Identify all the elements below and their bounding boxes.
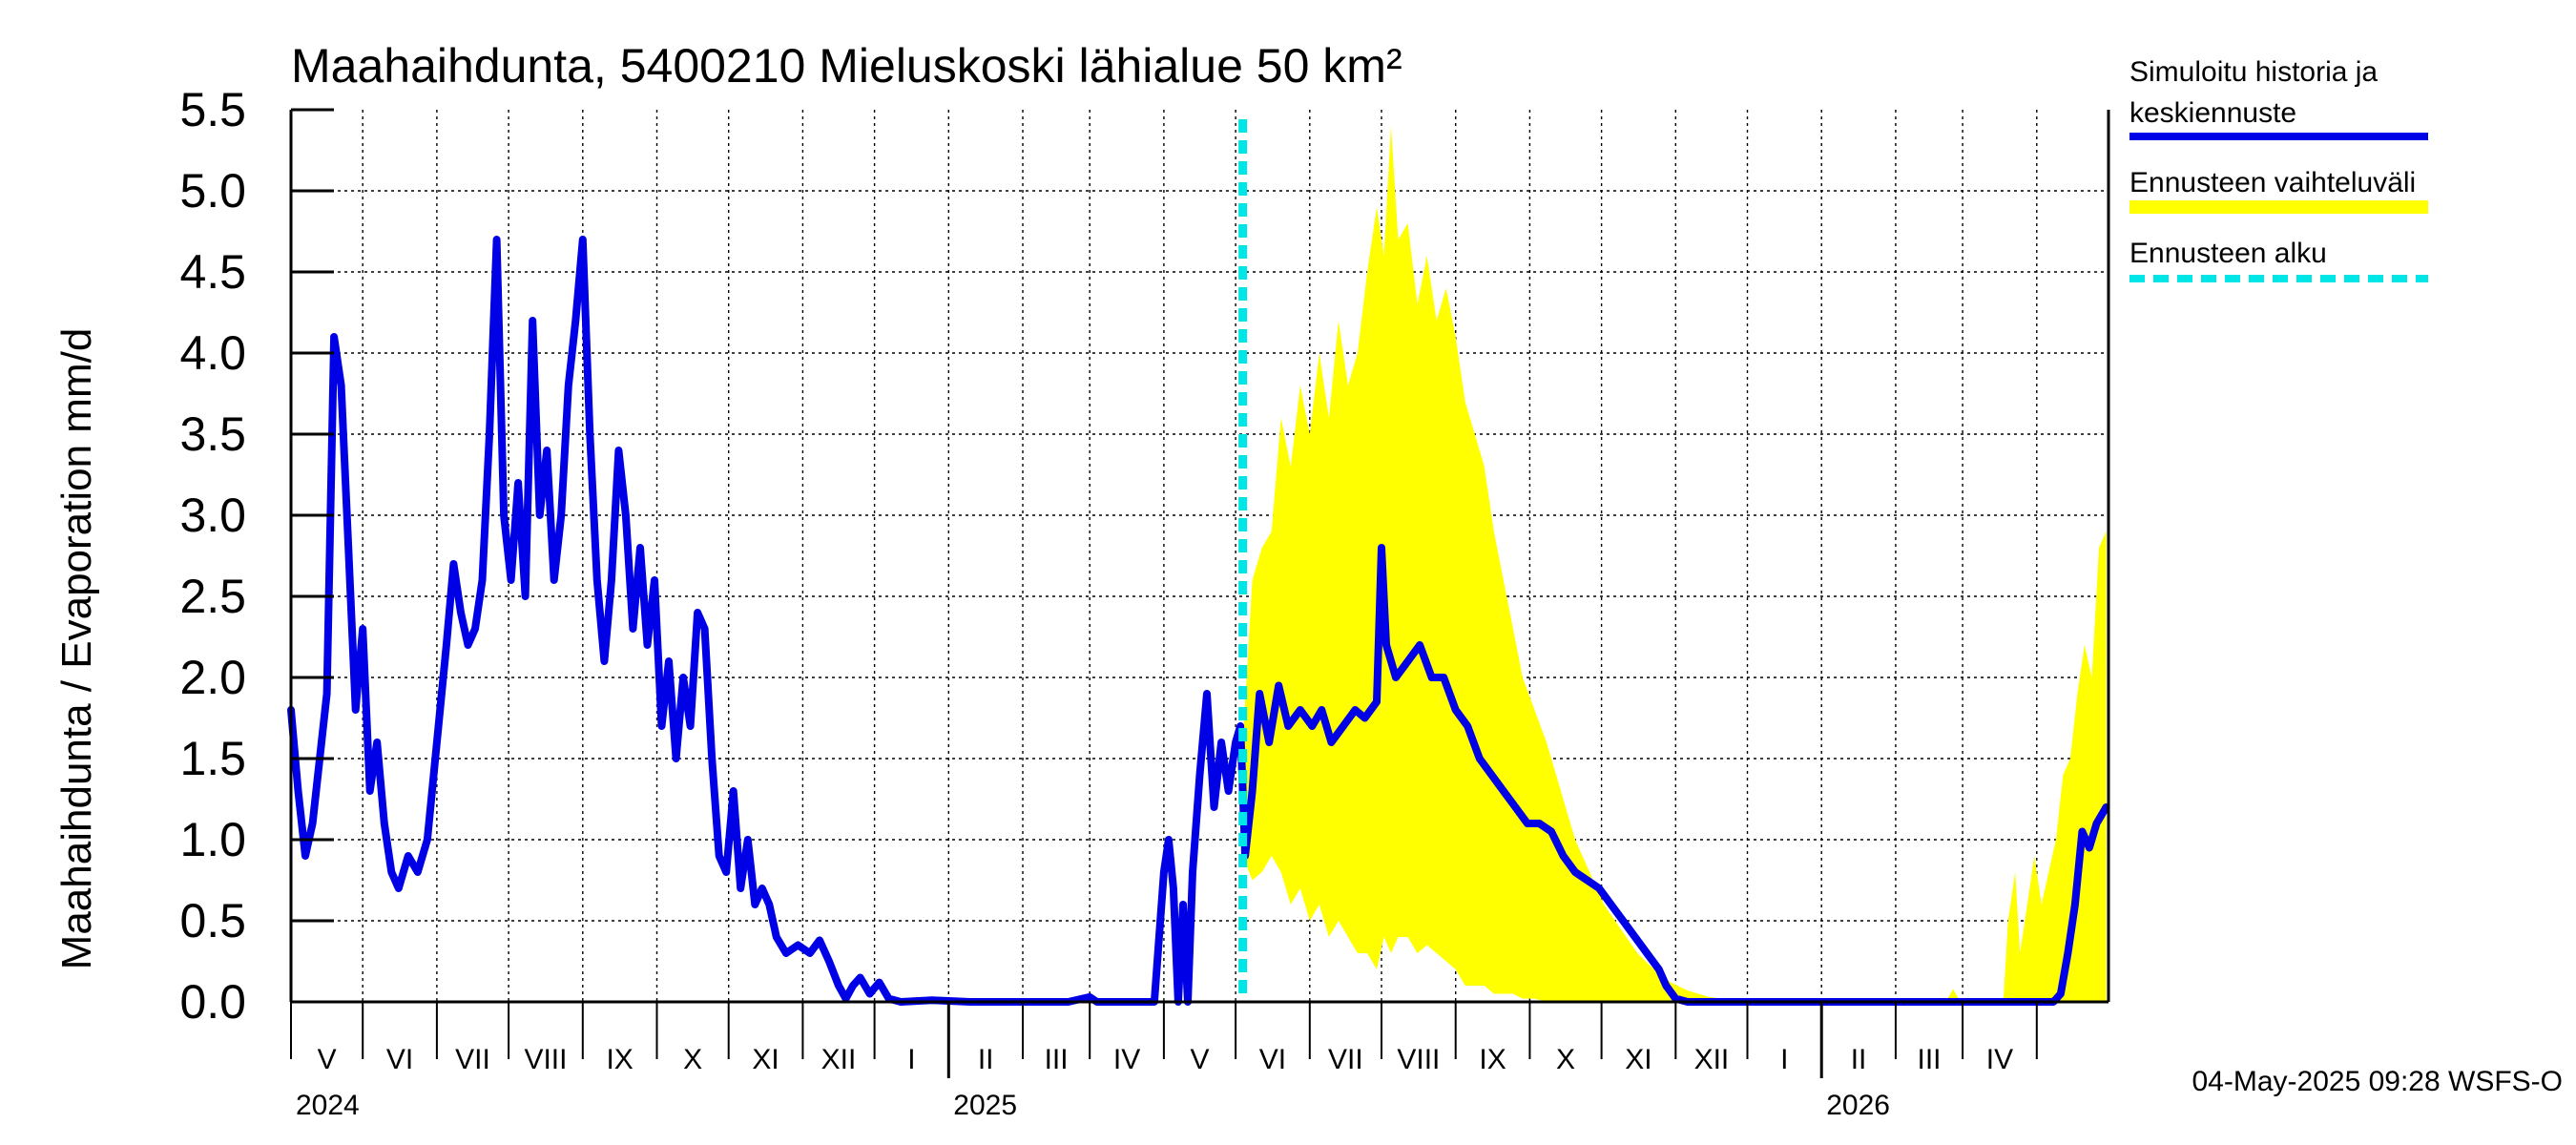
month-label: VII [1328, 1044, 1363, 1075]
month-label: II [978, 1044, 994, 1075]
y-tick-label: 4.0 [179, 326, 246, 380]
forecast-range-area [1242, 126, 2107, 1002]
year-label: 2025 [953, 1090, 1017, 1121]
month-label: XI [1625, 1044, 1652, 1075]
month-label: XI [752, 1044, 779, 1075]
y-axis-label: Maahaihdunta / Evaporation mm/d [53, 328, 100, 970]
legend: Simuloitu historia ja keskiennuste Ennuste… [2129, 56, 2428, 282]
month-label: X [1556, 1044, 1575, 1075]
y-tick-label: 5.0 [179, 164, 246, 218]
month-label: I [907, 1044, 915, 1075]
y-tick-label: 4.5 [179, 245, 246, 299]
month-label: V [1190, 1044, 1209, 1075]
series-layer [287, 236, 2110, 1006]
month-label: X [683, 1044, 702, 1075]
y-tick-label: 0.0 [179, 975, 246, 1029]
month-label: VIII [524, 1044, 567, 1075]
month-label: XII [821, 1044, 857, 1075]
month-label: XII [1694, 1044, 1730, 1075]
y-tick-label: 0.5 [179, 894, 246, 947]
y-tick-label: 5.5 [179, 83, 246, 136]
legend-label: Ennusteen alku [2129, 238, 2327, 269]
year-label: 2024 [296, 1090, 360, 1121]
month-label: II [1851, 1044, 1867, 1075]
x-axis-labels: V VI VII VIII IX X XI XII I II III IV V VI VII VIII IX X X… [296, 1044, 2013, 1121]
axes [289, 108, 2110, 1078]
month-label: VI [1259, 1044, 1286, 1075]
month-label: IX [1479, 1044, 1506, 1075]
month-label: III [1045, 1044, 1069, 1075]
month-label: VII [455, 1044, 490, 1075]
y-tick-label: 3.0 [179, 489, 246, 542]
y-tick-label: 1.0 [179, 813, 246, 866]
legend-label: keskiennuste [2129, 97, 2296, 129]
month-label: V [318, 1044, 337, 1075]
month-label: I [1780, 1044, 1788, 1075]
forecast-range-band [1242, 126, 2107, 1002]
y-tick-label: 2.5 [179, 570, 246, 623]
month-label: III [1917, 1044, 1941, 1075]
month-label: VI [386, 1044, 413, 1075]
y-tick-label: 1.5 [179, 732, 246, 785]
y-tick-label: 2.0 [179, 651, 246, 704]
footer-timestamp: 04-May-2025 09:28 WSFS-O [2192, 1066, 2564, 1097]
legend-label: Ennusteen vaihteluväli [2129, 167, 2416, 198]
legend-label: Simuloitu historia ja [2129, 56, 2378, 88]
month-label: IV [1986, 1044, 2013, 1075]
simulated-series-line [287, 236, 2110, 1006]
month-label: IV [1113, 1044, 1140, 1075]
y-tick-label: 3.5 [179, 407, 246, 461]
y-tick-labels: 0.0 0.5 1.0 1.5 2.0 2.5 3.0 3.5 4.0 4.5 5.0 5.5 [179, 83, 246, 1029]
chart-title: Maahaihdunta, 5400210 Mieluskoski lähial… [291, 39, 1402, 93]
month-label: VIII [1397, 1044, 1440, 1075]
month-label: IX [606, 1044, 633, 1075]
year-label: 2026 [1826, 1090, 1890, 1121]
